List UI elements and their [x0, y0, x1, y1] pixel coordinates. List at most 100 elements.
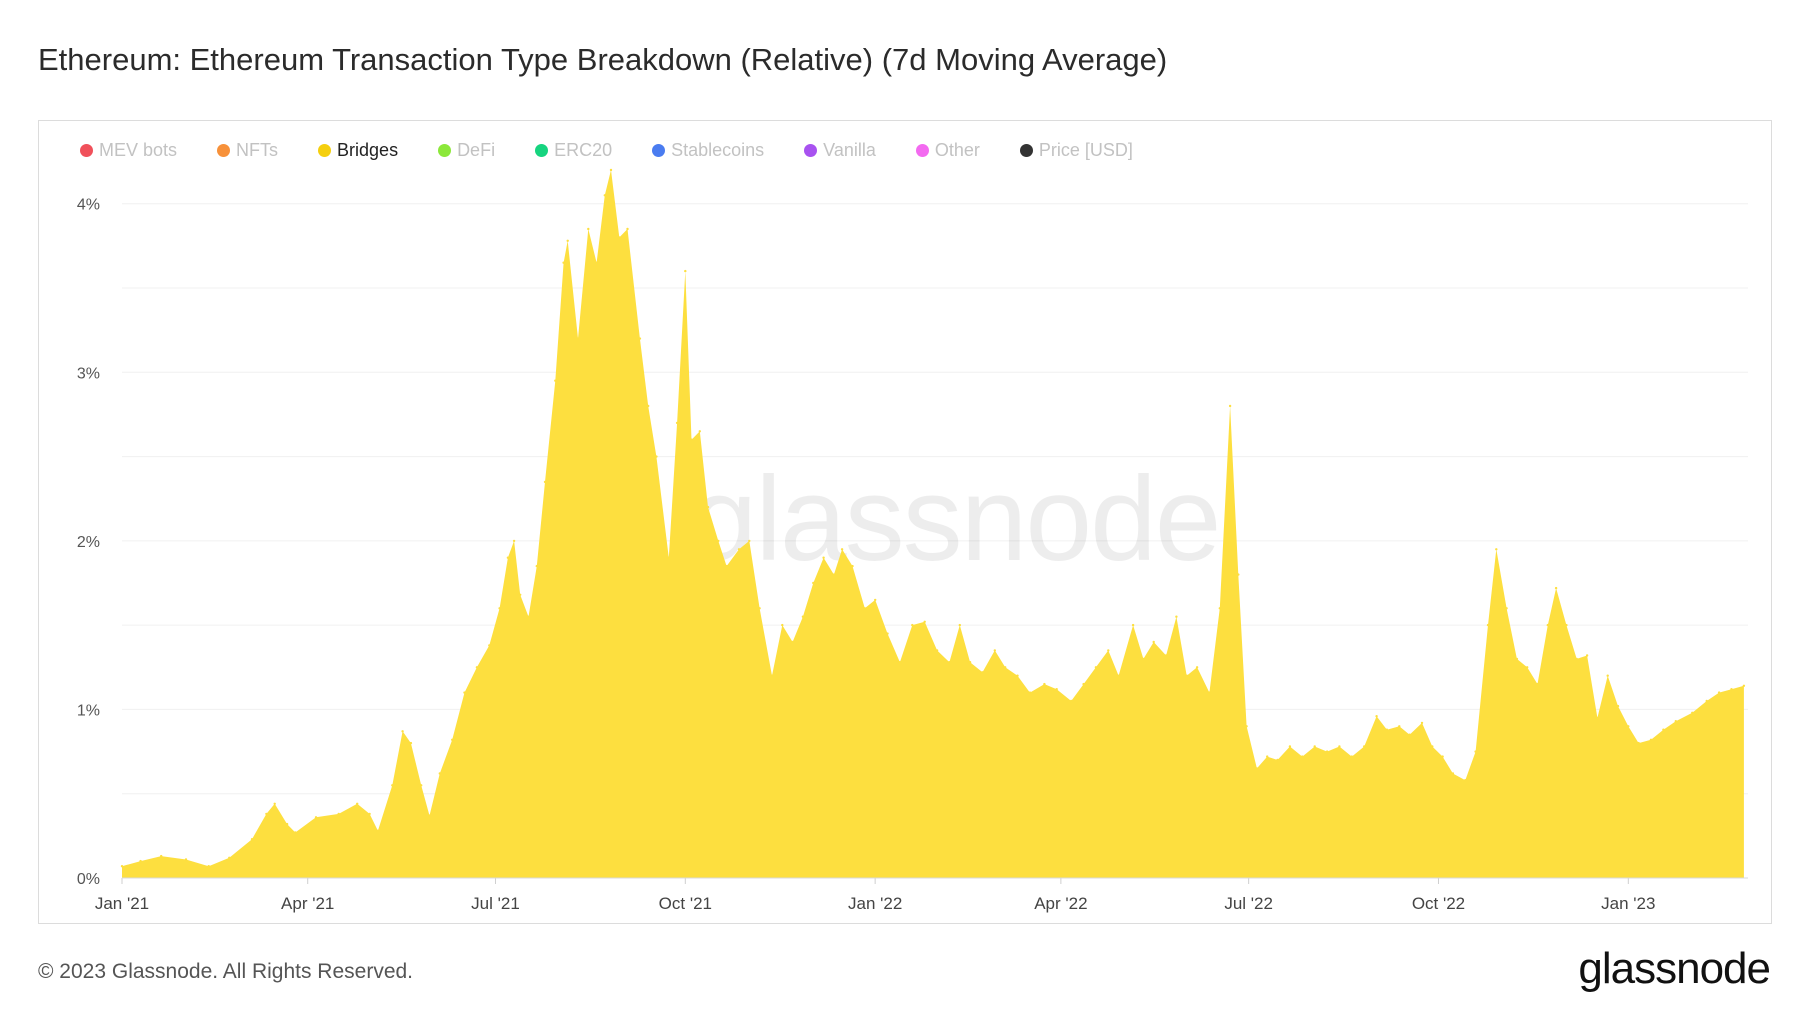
data-point — [1596, 716, 1599, 720]
data-point — [1606, 674, 1609, 677]
data-point — [1028, 691, 1032, 694]
data-point — [1004, 666, 1007, 669]
data-point — [603, 194, 606, 197]
data-point — [512, 539, 516, 543]
legend-dot — [804, 143, 818, 157]
data-point — [535, 564, 538, 568]
data-point — [1408, 733, 1411, 736]
data-point — [1142, 657, 1145, 661]
legend-label: Bridges — [337, 139, 399, 160]
y-tick-label: 4% — [77, 197, 100, 214]
data-point — [1742, 684, 1746, 687]
data-point — [1385, 728, 1389, 731]
data-point — [1717, 691, 1721, 694]
legend-label: Stablecoins — [671, 139, 765, 160]
data-point — [1016, 674, 1019, 677]
legend-item-vanilla[interactable]: Vanilla — [804, 140, 876, 161]
data-point — [562, 261, 565, 264]
legend-item-defi[interactable]: DeFi — [438, 140, 495, 161]
legend-dot — [217, 143, 231, 157]
data-point — [543, 480, 547, 484]
data-point — [139, 859, 142, 863]
data-point — [706, 505, 710, 509]
data-point — [1420, 721, 1424, 725]
data-point — [655, 455, 658, 458]
x-tick-label: Jul '22 — [1224, 894, 1273, 913]
legend-item-stablecoins[interactable]: Stablecoins — [652, 140, 764, 161]
data-point — [1431, 745, 1434, 748]
brand-logo: glassnode — [1578, 944, 1771, 993]
data-point — [1575, 657, 1578, 661]
data-point — [1515, 657, 1519, 661]
legend-label: ERC20 — [554, 139, 613, 160]
data-point — [1152, 640, 1155, 644]
data-point — [675, 421, 679, 425]
y-tick-label: 3% — [77, 365, 100, 382]
data-point — [409, 741, 413, 745]
data-point — [638, 337, 642, 340]
legend-item-erc20[interactable]: ERC20 — [535, 140, 612, 161]
y-tick-label: 1% — [77, 702, 100, 719]
data-point — [647, 404, 650, 408]
data-point — [840, 548, 844, 551]
chart-legend: MEV bots NFTs Bridges DeFi ERC20 Stablecoins V… — [80, 138, 1133, 162]
data-point — [566, 239, 569, 242]
y-tick-label: 2% — [77, 534, 100, 551]
data-point — [717, 539, 720, 543]
data-point — [475, 666, 479, 669]
data-point — [285, 822, 289, 826]
legend-item-nfts[interactable]: NFTs — [217, 140, 278, 161]
legend-label: Vanilla — [823, 139, 876, 160]
data-point — [609, 168, 613, 172]
legend-label: DeFi — [457, 139, 496, 160]
data-point — [1554, 586, 1558, 590]
series-area-bridges — [122, 170, 1744, 878]
data-point — [923, 620, 926, 623]
data-point — [1228, 404, 1232, 408]
chart-frame — [38, 120, 1772, 924]
data-point — [1185, 674, 1188, 677]
x-tick-label: Jul '21 — [471, 894, 520, 913]
data-point — [618, 236, 621, 239]
data-point — [791, 640, 794, 644]
y-tick-label: 0% — [77, 871, 100, 888]
data-point — [886, 632, 889, 635]
data-point — [1616, 704, 1620, 708]
copyright-footer: © 2023 Glassnode. All Rights Reserved. — [38, 960, 414, 983]
data-point — [1495, 548, 1498, 551]
data-point — [935, 649, 939, 652]
legend-item-other[interactable]: Other — [915, 140, 980, 161]
data-point — [1649, 738, 1653, 741]
data-point — [863, 607, 866, 610]
data-point — [1662, 728, 1665, 731]
data-point — [1441, 755, 1444, 758]
legend-item-mev-bots[interactable]: MEV bots — [80, 140, 177, 161]
legend-item-price-usd[interactable]: Price [USD] — [1019, 140, 1133, 161]
data-point — [527, 615, 530, 618]
data-point — [1565, 623, 1568, 627]
data-point — [1674, 720, 1678, 723]
data-point — [1245, 725, 1248, 728]
data-point — [1546, 623, 1550, 627]
x-tick-label: Oct '22 — [1412, 894, 1465, 913]
legend-dot — [438, 143, 452, 157]
x-tick-label: Jan '22 — [848, 894, 902, 913]
watermark-text: glassnode — [690, 452, 1219, 586]
data-point — [314, 816, 318, 819]
data-point — [1325, 750, 1329, 753]
legend-label: MEV bots — [99, 139, 178, 160]
data-point — [948, 661, 951, 664]
data-point — [1276, 758, 1279, 762]
data-point — [576, 337, 580, 340]
data-point — [1451, 772, 1455, 775]
data-point — [684, 269, 687, 273]
data-point — [1094, 666, 1098, 669]
legend-item-bridges[interactable]: Bridges — [318, 140, 398, 161]
data-point — [801, 615, 805, 618]
data-point — [1398, 725, 1401, 728]
x-tick-label: Oct '21 — [659, 894, 712, 913]
data-point — [822, 556, 825, 559]
legend-dot — [80, 143, 93, 157]
data-point — [250, 838, 254, 841]
data-point — [1131, 623, 1135, 627]
